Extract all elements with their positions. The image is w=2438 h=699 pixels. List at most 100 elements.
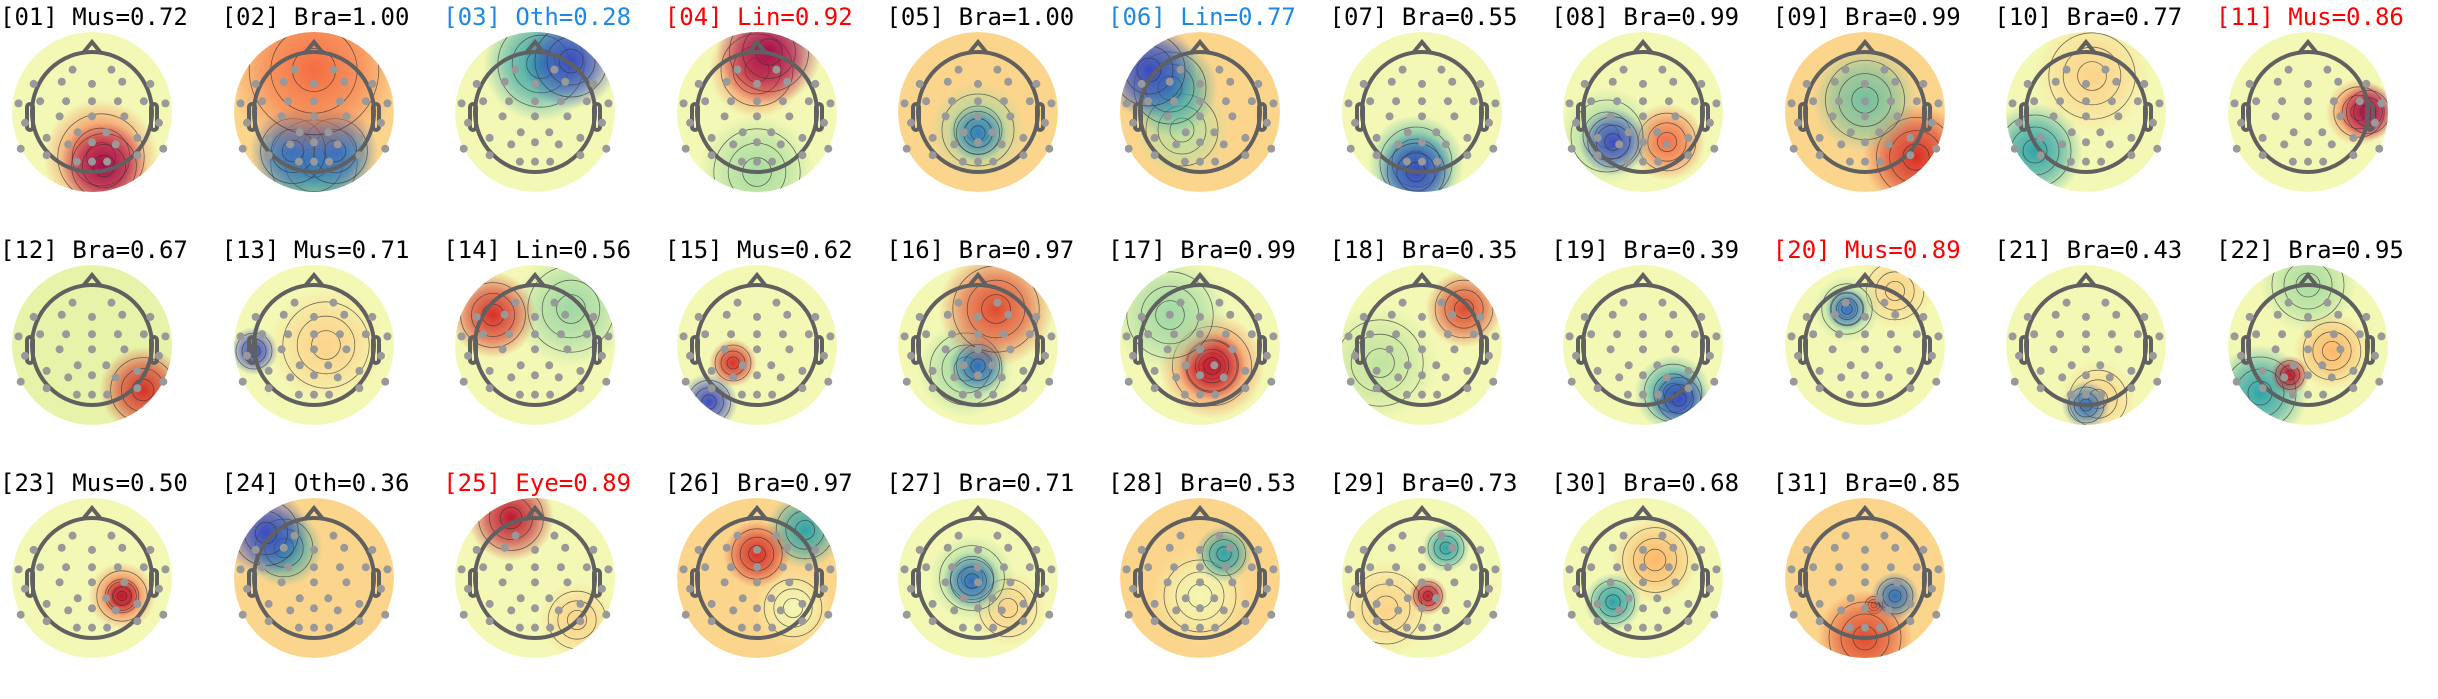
electrode-marker	[550, 531, 559, 540]
electrode-marker	[737, 390, 746, 399]
electrode-marker	[1828, 112, 1837, 121]
electrode-marker	[1662, 373, 1671, 382]
electrode-marker	[498, 112, 507, 121]
head-outline	[1797, 271, 1932, 407]
electrode-marker	[2375, 377, 2384, 386]
electrode-marker	[576, 599, 585, 608]
electrode-marker	[2082, 312, 2091, 321]
head-outline	[1797, 38, 1932, 174]
electrode-marker	[251, 79, 260, 88]
electrode-marker	[974, 312, 983, 321]
electrode-marker	[21, 118, 30, 127]
electrode-marker	[1906, 151, 1915, 160]
electrode-marker	[1402, 623, 1411, 632]
topomap	[233, 265, 394, 425]
electrode-marker	[929, 366, 938, 375]
electrode-marker	[1196, 112, 1204, 121]
electrode-marker	[826, 332, 835, 341]
contour-line	[981, 294, 1012, 324]
electrode-marker	[2230, 99, 2239, 108]
electrode-marker	[2082, 345, 2091, 354]
contour-line	[713, 128, 801, 192]
electrode-marker	[1215, 298, 1224, 307]
electrode-marker	[561, 310, 570, 319]
electrode-marker	[36, 330, 45, 339]
electrode-marker	[154, 584, 163, 593]
electrode-marker	[1706, 584, 1715, 593]
electrode-marker	[62, 563, 71, 572]
electrode-marker	[557, 563, 566, 572]
electrode-marker	[376, 584, 385, 593]
head-outline	[246, 271, 381, 407]
electrode-marker	[1196, 157, 1204, 166]
topomap-component: [31] Bra=0.85	[1773, 466, 1995, 699]
electrode-marker	[329, 65, 338, 74]
electrode-marker	[900, 332, 909, 341]
electrode-marker	[2336, 112, 2345, 121]
electrode-marker	[1219, 606, 1228, 615]
component-label: [06] Lin=0.77	[1108, 3, 1296, 31]
electrode-marker	[1150, 617, 1159, 626]
electrode-marker	[974, 604, 983, 613]
electrode-marker	[1215, 65, 1224, 74]
electrode-marker	[950, 606, 959, 615]
electrode-marker	[2134, 97, 2143, 106]
electrode-marker	[257, 330, 266, 339]
electrode-marker	[589, 312, 598, 321]
electrode-marker	[2319, 390, 2328, 399]
electrode-marker	[329, 531, 338, 540]
electrode-marker	[88, 157, 96, 166]
electrode-marker	[722, 310, 731, 319]
electrode-marker	[929, 151, 938, 160]
electrode-marker	[290, 65, 299, 74]
electrode-marker	[479, 563, 488, 572]
electrode-marker	[2058, 373, 2067, 382]
electrode-marker	[1886, 563, 1895, 572]
electrode-marker	[738, 594, 747, 603]
electrode-marker	[1697, 312, 1706, 321]
electrode-marker	[1241, 599, 1250, 608]
electrode-marker	[380, 144, 389, 153]
electrode-marker	[900, 565, 909, 574]
electrode-marker	[900, 99, 909, 108]
electrode-marker	[133, 366, 142, 375]
electrode-marker	[1124, 144, 1133, 153]
topomap-component: [07] Bra=0.55	[1330, 0, 1552, 233]
contour-line	[747, 545, 766, 563]
electrode-marker	[118, 310, 127, 319]
electrode-marker	[2280, 373, 2289, 382]
electrode-marker	[505, 563, 514, 572]
electrode-marker	[1144, 97, 1153, 106]
topomap-component: [29] Bra=0.73	[1330, 466, 1552, 699]
electrode-marker	[88, 604, 96, 613]
topomap	[2228, 265, 2388, 425]
electrode-marker	[341, 578, 350, 587]
electrode-marker	[1613, 563, 1622, 572]
electrode-marker	[1697, 545, 1706, 554]
head-outline	[1133, 38, 1267, 174]
head-outline	[689, 38, 824, 174]
electrode-marker	[1372, 384, 1381, 393]
electrode-marker	[2288, 390, 2297, 399]
electrode-marker	[1837, 373, 1846, 382]
electrode-marker	[1129, 351, 1138, 360]
electrode-marker	[36, 97, 45, 106]
electrode-marker	[1176, 65, 1185, 74]
electrode-marker	[459, 144, 468, 153]
electrode-marker	[767, 361, 776, 370]
electrode-marker	[1662, 140, 1671, 149]
electrode-marker	[2096, 128, 2105, 137]
electrode-marker	[2067, 390, 2076, 399]
electrode-marker	[309, 312, 318, 321]
electrode-marker	[1665, 563, 1674, 572]
electrode-marker	[1196, 604, 1204, 613]
electrode-marker	[1262, 584, 1271, 593]
electrode-marker	[1808, 563, 1817, 572]
electrode-marker	[798, 599, 807, 608]
electrode-marker	[1639, 79, 1648, 88]
electrode-marker	[929, 617, 938, 626]
electrode-marker	[798, 151, 807, 160]
electrode-marker	[720, 112, 729, 121]
electrode-marker	[1488, 610, 1497, 619]
electrode-marker	[1365, 563, 1374, 572]
